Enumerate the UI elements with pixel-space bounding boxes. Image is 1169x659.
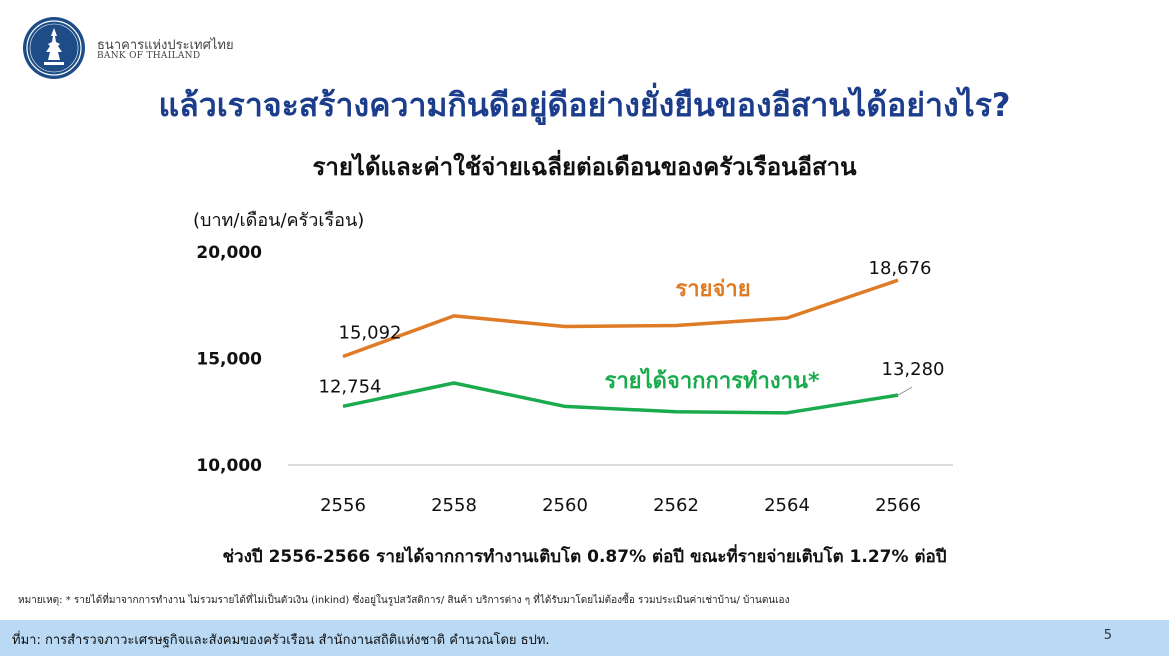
x-tick-label: 2560 [542,495,588,516]
income-expense-line-chart: (บาท/เดือน/ครัวเรือน) 10,000 15,000 20,000… [193,210,953,516]
y-tick-label: 10,000 [196,456,262,476]
y-axis-ticks: 10,000 15,000 20,000 [196,243,262,476]
x-tick-label: 2564 [764,495,810,516]
series-name-label: รายได้จากการทำงาน* [605,367,820,394]
x-axis-ticks: 2556 2558 2560 2562 2564 2566 [320,495,921,516]
brand-name-english: BANK OF THAILAND [97,51,201,61]
x-tick-label: 2556 [320,495,366,516]
data-label: 15,092 [339,323,402,344]
data-label: 13,280 [882,359,945,380]
chart-title: รายได้และค่าใช้จ่ายเฉลี่ยต่อเดือนของครัว… [312,153,857,181]
series-lines [342,278,899,415]
y-tick-label: 20,000 [196,243,262,263]
growth-summary: ช่วงปี 2556-2566 รายได้จากการทำงานเติบโต… [222,547,947,567]
series-line [342,381,899,415]
source-footer: ที่มา: การสำรวจภาวะเศรษฐกิจและสังคมของคร… [0,620,1169,656]
brand-name-thai: ธนาคารแห่งประเทศไทย [97,38,234,53]
x-tick-label: 2558 [431,495,477,516]
page-title: แล้วเราจะสร้างความกินดีอยู่ดีอย่างยั่งยื… [158,86,1011,124]
y-tick-label: 15,000 [196,350,262,370]
y-axis-label: (บาท/เดือน/ครัวเรือน) [193,210,364,231]
data-label: 18,676 [869,258,932,279]
series-labels: 15,092 18,676 รายจ่าย 12,754 13,280 รายได้จาก… [319,258,945,397]
bank-of-thailand-logo-icon [23,17,85,79]
series-name-label: รายจ่าย [675,277,750,302]
footnote: หมายเหตุ: * รายได้ที่มาจากการทำงาน ไม่รว… [18,595,790,606]
x-tick-label: 2562 [653,495,699,516]
source-text: ที่มา: การสำรวจภาวะเศรษฐกิจและสังคมของคร… [12,633,550,648]
series-line [342,278,899,359]
x-tick-label: 2566 [875,495,921,516]
data-label: 12,754 [319,376,382,397]
label-leader-line [897,386,913,396]
page-number: 5 [1103,628,1112,643]
